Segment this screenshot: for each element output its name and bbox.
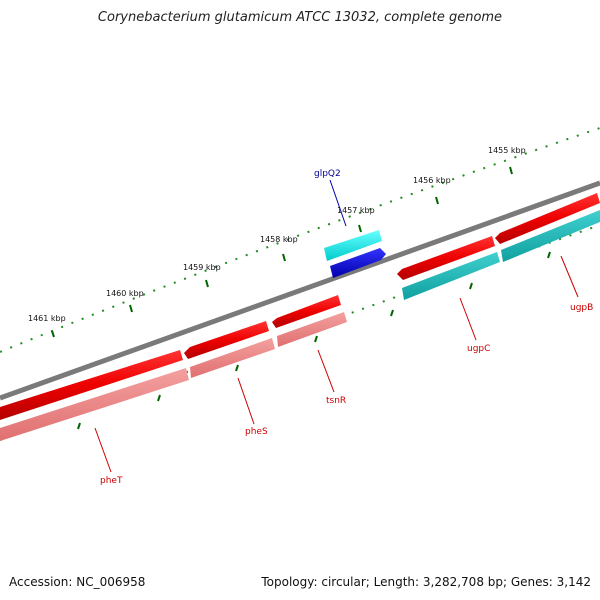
outer-tick-ring	[0, 127, 600, 353]
leader-glpQ2	[329, 179, 347, 227]
gene-label-glpQ2: glpQ2	[314, 169, 341, 179]
gene-label-tsnR: tsnR	[326, 396, 346, 406]
leader-ugpB	[560, 255, 579, 298]
leader-tsnR	[317, 349, 335, 393]
gene-label-pheS: pheS	[245, 427, 268, 437]
tick-label-1459: 1459 kbp	[183, 263, 221, 272]
tick-label-1457: 1457 kbp	[337, 206, 375, 215]
tick-label-1455: 1455 kbp	[488, 146, 526, 155]
major-ticks	[51, 166, 551, 430]
gene-label-pheT: pheT	[100, 476, 123, 486]
gene-row-shadow	[0, 312, 347, 441]
gene-pheT[interactable]	[0, 350, 183, 420]
tick-label-1458: 1458 kbp	[260, 235, 298, 244]
topology-text: Topology: circular; Length: 3,282,708 bp…	[261, 575, 591, 589]
leader-ugpC	[459, 297, 477, 341]
genome-backbone	[0, 180, 600, 401]
gene-row-teal	[402, 210, 600, 300]
leader-pheT	[94, 427, 112, 473]
gene-tsnR[interactable]	[272, 295, 341, 328]
gene-label-ugpC: ugpC	[467, 344, 490, 354]
tick-label-1460: 1460 kbp	[106, 289, 144, 298]
gene-row-red	[0, 193, 600, 420]
accession-text: Accession: NC_006958	[9, 575, 146, 589]
tick-label-1456: 1456 kbp	[413, 176, 451, 185]
gene-glpQ2[interactable]	[324, 230, 382, 261]
map-title: Corynebacterium glutamicum ATCC 13032, c…	[97, 10, 503, 25]
leader-pheS	[237, 377, 255, 425]
tick-label-1461: 1461 kbp	[28, 314, 66, 323]
gene-pheS[interactable]	[184, 321, 269, 359]
gene-glpQ2-inner	[330, 248, 386, 278]
gene-label-ugpB: ugpB	[570, 303, 593, 313]
gene-ugpB[interactable]	[495, 193, 600, 244]
gene-ugpC[interactable]	[397, 236, 495, 280]
